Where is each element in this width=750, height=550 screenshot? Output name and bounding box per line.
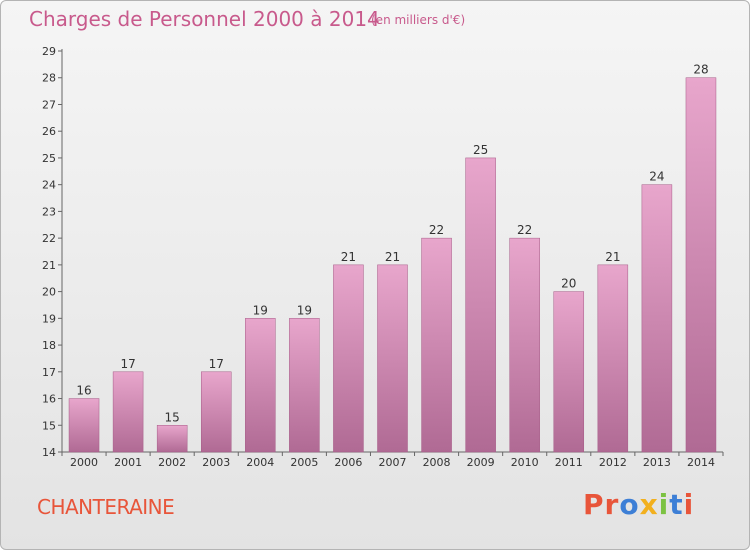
bar-value-label: 25: [473, 143, 488, 157]
proxiti-logo: Proxiti: [583, 488, 694, 521]
y-tick-label: 24: [42, 179, 56, 192]
x-tick-label: 2004: [246, 456, 274, 469]
bar: [597, 264, 629, 453]
x-tick-label: 2014: [687, 456, 715, 469]
bar-value-label: 17: [120, 357, 135, 371]
bar-value-label: 17: [209, 357, 224, 371]
bar: [465, 157, 496, 453]
x-tick-label: 2005: [290, 456, 318, 469]
x-tick-label: 2010: [511, 456, 539, 469]
x-tick-label: 2000: [70, 456, 98, 469]
bar-value-label: 21: [385, 250, 400, 264]
x-tick-label: 2011: [555, 456, 583, 469]
y-tick-label: 19: [42, 312, 56, 325]
bar: [685, 77, 717, 453]
bar-value-label: 22: [429, 223, 444, 237]
bar: [333, 264, 364, 453]
logo-letter: i: [683, 488, 695, 521]
bar: [553, 291, 585, 453]
bar: [156, 425, 188, 453]
y-tick-label: 20: [42, 286, 56, 299]
chart-title: Charges de Personnel 2000 à 2014: [29, 7, 380, 31]
y-tick-label: 21: [42, 259, 56, 272]
logo-letter: o: [619, 488, 640, 521]
bar-value-label: 19: [253, 303, 268, 317]
chart-subtitle: (en milliers d'€): [371, 13, 466, 27]
y-tick-label: 29: [42, 45, 56, 58]
bar: [200, 371, 232, 453]
y-tick-label: 18: [42, 339, 56, 352]
y-tick-label: 15: [42, 419, 56, 432]
x-tick-label: 2003: [202, 456, 230, 469]
bar: [68, 398, 100, 453]
x-tick-label: 2007: [379, 456, 407, 469]
bar: [421, 237, 452, 453]
y-tick-label: 23: [42, 205, 56, 218]
y-tick-label: 25: [42, 152, 56, 165]
bar-value-label: 28: [693, 63, 708, 77]
bar: [112, 371, 144, 453]
commune-name: CHANTERAINE: [37, 495, 175, 519]
x-tick-label: 2002: [158, 456, 186, 469]
x-tick-label: 2006: [334, 456, 362, 469]
y-tick-label: 14: [42, 446, 56, 459]
y-tick-label: 22: [42, 232, 56, 245]
bar: [509, 237, 540, 453]
bar-value-label: 19: [297, 303, 312, 317]
logo-letter: t: [669, 488, 684, 521]
x-tick-label: 2013: [643, 456, 671, 469]
bar-value-label: 20: [561, 277, 576, 291]
x-tick-label: 2012: [599, 456, 627, 469]
x-tick-label: 2001: [114, 456, 142, 469]
y-tick-label: 16: [42, 393, 56, 406]
y-tick-label: 27: [42, 98, 56, 111]
x-tick-label: 2008: [423, 456, 451, 469]
logo-letter: x: [639, 488, 659, 521]
logo-letter: P: [583, 488, 605, 521]
y-tick-label: 17: [42, 366, 56, 379]
bar-value-label: 21: [605, 250, 620, 264]
bar-value-label: 15: [165, 410, 180, 424]
bar-value-label: 21: [341, 250, 356, 264]
bar: [377, 264, 408, 453]
bar-value-label: 22: [517, 223, 532, 237]
logo-letter: r: [604, 488, 620, 521]
bar: [245, 318, 276, 453]
bar-value-label: 24: [649, 170, 664, 184]
x-tick-label: 2009: [467, 456, 495, 469]
bar: [641, 184, 673, 453]
logo-letter: i: [658, 488, 670, 521]
bar: [289, 318, 320, 453]
y-tick-label: 28: [42, 72, 56, 85]
bar-value-label: 16: [76, 384, 91, 398]
y-tick-label: 26: [42, 125, 56, 138]
